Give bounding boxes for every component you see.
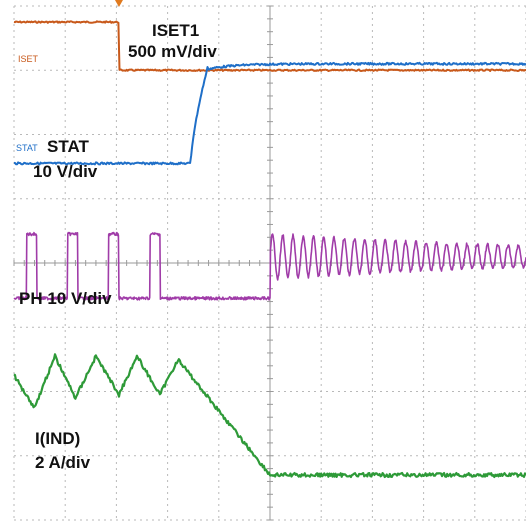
annotations: ISET1 500 mV/div STAT 10 V/div PH 10 V/d… bbox=[19, 21, 217, 472]
annotation-stat-title: STAT bbox=[47, 137, 89, 156]
trace-stat bbox=[13, 61, 526, 166]
annotation-stat-scale: 10 V/div bbox=[33, 162, 98, 181]
annotation-iset1-title: ISET1 bbox=[152, 21, 199, 40]
trace-ph bbox=[13, 231, 526, 301]
annotation-iind-scale: 2 A/div bbox=[35, 453, 91, 472]
channel-markers: ISET STAT bbox=[16, 54, 39, 153]
trigger-marker bbox=[114, 0, 123, 7]
channel-marker-iset: ISET bbox=[18, 54, 39, 64]
annotation-iset1-scale: 500 mV/div bbox=[128, 42, 217, 61]
trace-iset1 bbox=[13, 20, 526, 72]
trace-iind bbox=[13, 353, 526, 479]
traces bbox=[13, 20, 526, 479]
channel-marker-stat: STAT bbox=[16, 143, 38, 153]
annotation-iind-title: I(IND) bbox=[35, 429, 80, 448]
annotation-ph-scale: PH 10 V/div bbox=[19, 289, 112, 308]
